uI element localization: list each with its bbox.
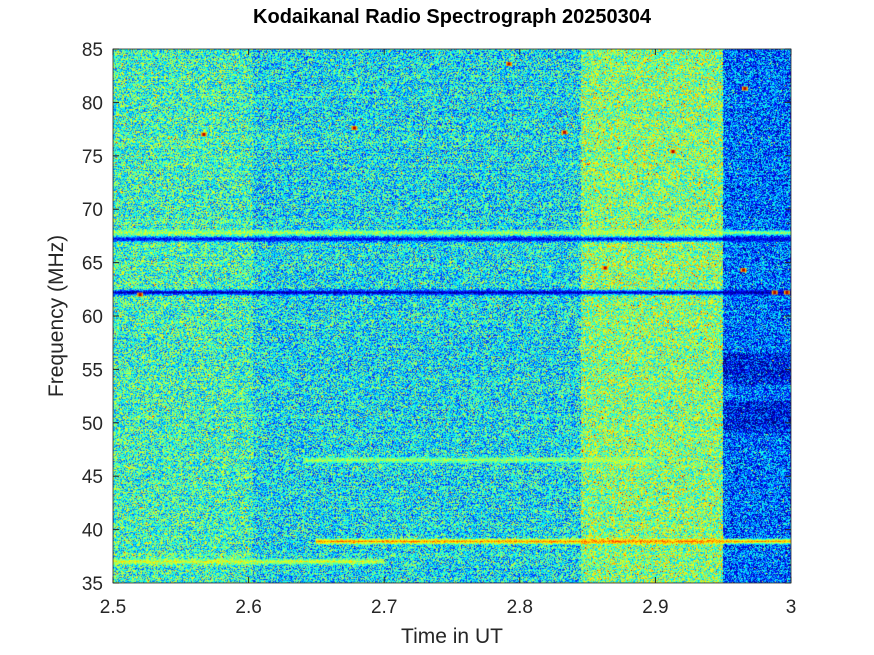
y-tick-label: 40	[82, 521, 103, 542]
x-axis-label: Time in UT	[401, 625, 503, 648]
y-tick-label: 85	[82, 40, 103, 61]
y-tick-label: 70	[82, 200, 103, 221]
x-tick-label: 2.7	[371, 597, 397, 618]
x-tick-label: 3	[786, 597, 797, 618]
spectrogram-heatmap	[113, 49, 791, 583]
y-tick-label: 35	[82, 574, 103, 595]
y-tick-label: 55	[82, 360, 103, 381]
chart-title: Kodaikanal Radio Spectrograph 20250304	[253, 6, 652, 28]
y-tick-label: 60	[82, 307, 103, 328]
y-tick-label: 80	[82, 93, 103, 114]
y-tick-label: 75	[82, 147, 103, 168]
y-axis-label: Frequency (MHz)	[45, 235, 68, 397]
x-tick-label: 2.8	[507, 597, 533, 618]
x-axis-ticks: 2.5 2.6 2.7 2.8 2.9 3	[100, 49, 797, 618]
y-tick-label: 50	[82, 414, 103, 435]
plot-frame	[112, 48, 792, 584]
x-tick-label: 2.5	[100, 597, 126, 618]
x-tick-label: 2.6	[235, 597, 261, 618]
x-tick-label: 2.9	[642, 597, 668, 618]
y-tick-label: 65	[82, 254, 103, 275]
y-tick-label: 45	[82, 467, 103, 488]
y-axis-ticks: 35 40 45 50 55 60 65 70 75 80 85	[82, 40, 791, 595]
